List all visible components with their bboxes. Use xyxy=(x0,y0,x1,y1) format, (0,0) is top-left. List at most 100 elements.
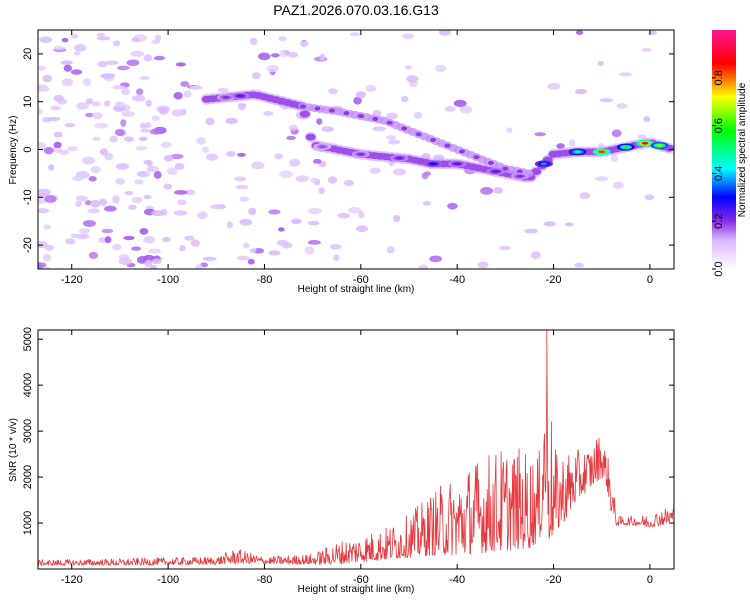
noise-blob xyxy=(321,126,334,133)
noise-blob xyxy=(372,126,387,132)
noise-blob xyxy=(329,243,342,250)
ridge-branch-core xyxy=(401,126,408,131)
noise-blob xyxy=(123,136,134,142)
noise-blob xyxy=(530,251,541,259)
noise-blob xyxy=(103,205,117,212)
noise-blob xyxy=(162,236,171,243)
x-tick-label: -40 xyxy=(449,274,465,286)
noise-blob xyxy=(123,235,135,241)
noise-blob xyxy=(67,146,78,152)
noise-blob xyxy=(595,176,609,182)
x-tick-label: -100 xyxy=(157,574,179,586)
noise-blob xyxy=(42,74,52,83)
snr-ticks: -120 -100 -80 -60 -40 -20 0 1000 2000 3000 4000 500… xyxy=(22,327,674,586)
noise-blob xyxy=(131,37,140,43)
noise-blob xyxy=(253,247,265,254)
noise-blob xyxy=(61,78,74,87)
noise-blob xyxy=(112,40,121,47)
noise-blob xyxy=(177,199,187,206)
noise-blob xyxy=(401,33,415,39)
noise-blob xyxy=(307,240,321,245)
ridge-branch-core xyxy=(502,166,509,171)
noise-blob xyxy=(612,181,624,190)
noise-blob xyxy=(136,170,151,178)
noise-blob xyxy=(616,103,628,109)
noise-blob xyxy=(477,261,489,269)
noise-blob xyxy=(404,65,412,70)
noise-blob xyxy=(251,161,265,170)
ridge-peak-core xyxy=(357,152,365,156)
noise-blob xyxy=(270,53,280,58)
noise-blob xyxy=(287,51,299,58)
noise-blob xyxy=(180,81,190,87)
noise-blob xyxy=(73,44,87,52)
noise-blob xyxy=(145,99,152,107)
noise-blob xyxy=(103,100,111,107)
noise-blob xyxy=(597,60,604,67)
noise-blob xyxy=(239,196,250,202)
noise-blob xyxy=(281,242,293,249)
noise-blob xyxy=(65,238,76,245)
noise-blob xyxy=(235,184,249,190)
noise-blob xyxy=(120,87,130,96)
noise-blob xyxy=(599,98,614,103)
noise-blob xyxy=(121,110,135,118)
noise-blob xyxy=(447,202,458,210)
noise-blob xyxy=(38,108,43,115)
noise-blob xyxy=(158,106,169,115)
noise-blob xyxy=(291,218,302,224)
noise-blob xyxy=(289,158,301,167)
noise-blob xyxy=(143,54,153,62)
noise-blob xyxy=(236,255,251,261)
noise-blob xyxy=(422,201,431,206)
noise-blob xyxy=(78,228,91,234)
noise-blob xyxy=(43,224,52,230)
noise-blob xyxy=(238,103,246,111)
noise-blob xyxy=(92,136,101,142)
noise-blob xyxy=(418,264,429,269)
noise-blob xyxy=(144,122,152,128)
ridge-branch-core xyxy=(372,116,379,121)
noise-blob xyxy=(247,258,255,265)
noise-blob xyxy=(312,158,322,164)
noise-blob xyxy=(87,208,101,214)
noise-blob xyxy=(337,212,350,219)
noise-blob xyxy=(385,135,397,141)
x-tick-label: -80 xyxy=(257,574,273,586)
noise-blob xyxy=(258,52,271,61)
noise-blob xyxy=(183,90,192,98)
noise-blob xyxy=(150,264,158,269)
ridge-peak-core xyxy=(453,162,461,166)
snr-frame xyxy=(37,329,675,570)
snr-panel: -120 -100 -80 -60 -40 -20 0 1000 2000 3000 4000 500… xyxy=(8,327,675,595)
noise-blob xyxy=(248,207,257,216)
noise-blob xyxy=(74,51,81,56)
noise-blob xyxy=(148,248,162,254)
noise-blob xyxy=(565,222,574,227)
noise-blob xyxy=(99,148,108,156)
ridge-branch-core xyxy=(343,111,350,116)
ridge-peak-core xyxy=(574,150,582,154)
ridge-branch-core xyxy=(357,114,364,119)
ridge-peak-core xyxy=(656,144,664,147)
snr-y-axis-label: SNR (10 * v/v) xyxy=(8,418,19,482)
noise-blob xyxy=(131,196,143,204)
noise-blob xyxy=(175,62,186,67)
x-tick-label: -20 xyxy=(546,574,562,586)
noise-blob xyxy=(386,112,398,120)
noise-blob xyxy=(493,186,504,194)
ridge-peak-core xyxy=(236,94,244,98)
noise-blob xyxy=(151,258,162,265)
ridge-band xyxy=(299,110,310,118)
noise-blob xyxy=(88,251,99,259)
colorbar-tick-label: 0.2 xyxy=(713,214,725,229)
noise-blob xyxy=(64,122,75,128)
ridge-branch-core xyxy=(487,160,494,165)
noise-blob xyxy=(53,131,63,138)
noise-blob xyxy=(98,198,108,206)
noise-blob xyxy=(47,116,61,122)
ridge-peak-core xyxy=(641,141,649,145)
noise-blob xyxy=(70,233,80,239)
noise-blob xyxy=(387,139,401,145)
